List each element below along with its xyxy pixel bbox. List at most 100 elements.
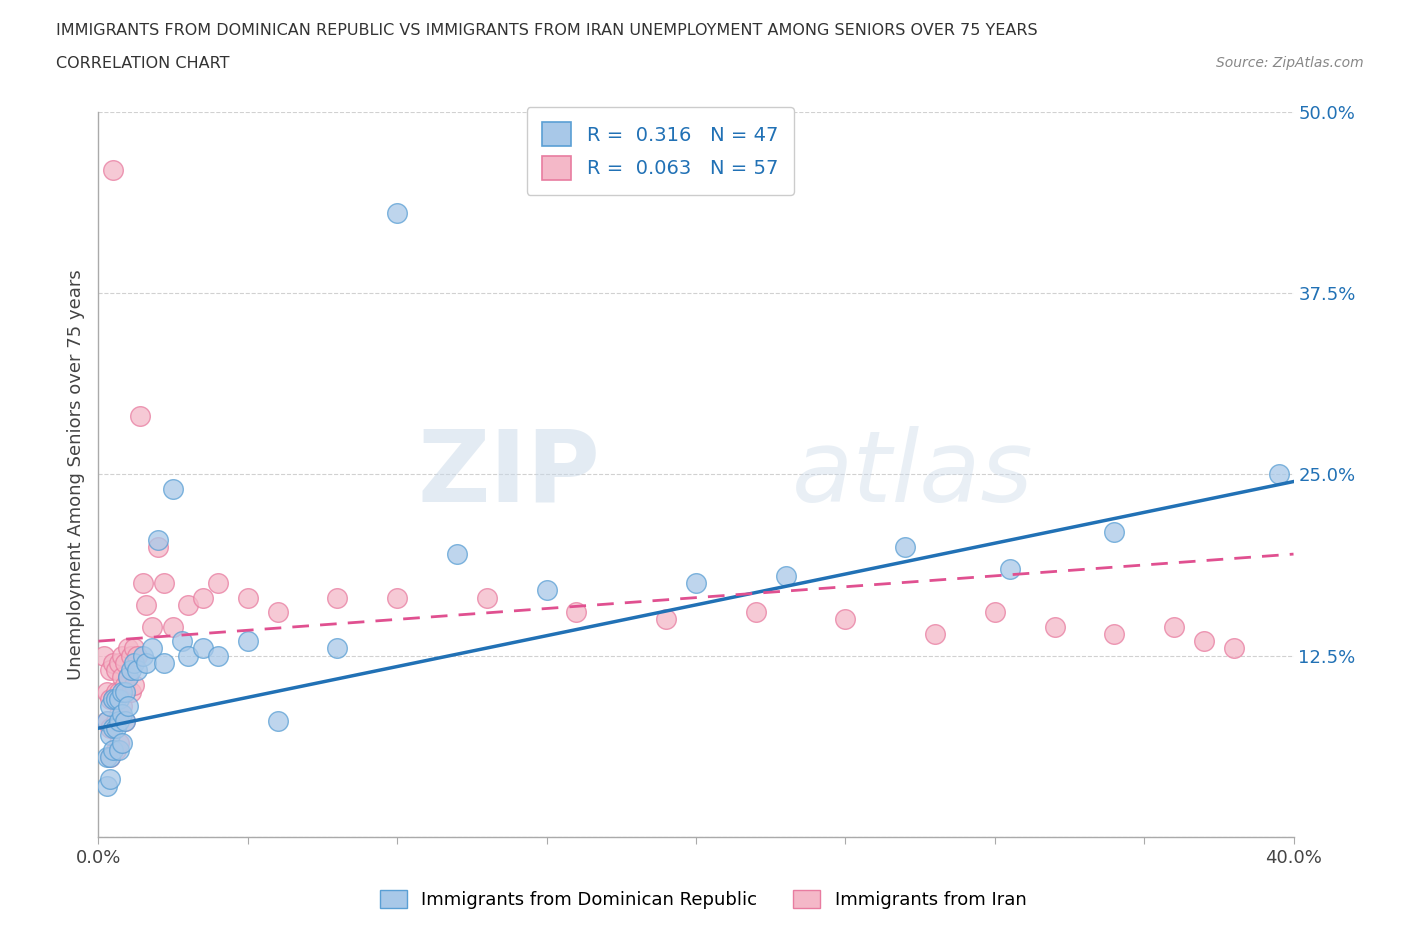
Point <box>1163 619 1185 634</box>
Point <box>162 482 184 497</box>
Point <box>148 539 170 554</box>
Point <box>536 583 558 598</box>
Point <box>120 684 142 699</box>
Point <box>191 641 214 656</box>
Point <box>745 604 768 619</box>
Point <box>105 721 128 736</box>
Point <box>207 576 229 591</box>
Point <box>207 648 229 663</box>
Point <box>236 633 259 648</box>
Point <box>114 684 136 699</box>
Text: Source: ZipAtlas.com: Source: ZipAtlas.com <box>1216 56 1364 70</box>
Point <box>129 409 152 424</box>
Point <box>117 699 139 714</box>
Point <box>655 612 678 627</box>
Point <box>98 692 122 707</box>
Point <box>326 591 349 605</box>
Point <box>103 721 125 736</box>
Point <box>96 713 118 728</box>
Point <box>98 728 122 743</box>
Point <box>103 692 125 707</box>
Point <box>177 597 200 612</box>
Point <box>105 742 128 757</box>
Legend: Immigrants from Dominican Republic, Immigrants from Iran: Immigrants from Dominican Republic, Immi… <box>373 883 1033 916</box>
Point <box>105 692 128 707</box>
Point <box>1223 641 1246 656</box>
Point <box>114 656 136 671</box>
Point <box>385 206 409 220</box>
Point <box>1192 633 1215 648</box>
Point <box>96 713 118 728</box>
Point <box>1104 627 1126 642</box>
Point <box>105 663 128 678</box>
Point <box>385 591 409 605</box>
Point <box>111 684 134 699</box>
Point <box>124 641 146 656</box>
Point <box>98 699 122 714</box>
Point <box>111 736 134 751</box>
Point <box>127 663 149 678</box>
Point <box>132 648 155 663</box>
Point <box>1043 619 1066 634</box>
Point <box>685 576 707 591</box>
Point <box>103 162 125 177</box>
Point <box>93 648 115 663</box>
Point <box>153 656 176 671</box>
Point <box>924 627 946 642</box>
Point <box>103 692 125 707</box>
Point <box>236 591 259 605</box>
Legend: R =  0.316   N = 47, R =  0.063   N = 57: R = 0.316 N = 47, R = 0.063 N = 57 <box>526 107 794 195</box>
Y-axis label: Unemployment Among Seniors over 75 years: Unemployment Among Seniors over 75 years <box>66 269 84 680</box>
Point <box>124 677 146 692</box>
Point <box>108 742 131 757</box>
Point <box>98 663 122 678</box>
Point <box>132 576 155 591</box>
Point <box>998 561 1021 576</box>
Point <box>135 597 157 612</box>
Point <box>135 656 157 671</box>
Point <box>114 713 136 728</box>
Point <box>446 547 468 562</box>
Point <box>326 641 349 656</box>
Point <box>108 656 131 671</box>
Point <box>114 713 136 728</box>
Point <box>96 684 118 699</box>
Point <box>105 713 128 728</box>
Point <box>120 663 142 678</box>
Point <box>98 750 122 764</box>
Point <box>894 539 917 554</box>
Point <box>111 648 134 663</box>
Text: atlas: atlas <box>792 426 1033 523</box>
Point <box>98 772 122 787</box>
Point <box>111 706 134 721</box>
Point <box>111 699 134 714</box>
Point <box>148 532 170 547</box>
Point <box>117 670 139 684</box>
Point <box>565 604 588 619</box>
Point <box>267 604 290 619</box>
Point <box>984 604 1007 619</box>
Point <box>834 612 856 627</box>
Point <box>108 692 131 707</box>
Point <box>267 713 290 728</box>
Point <box>96 750 118 764</box>
Point <box>124 656 146 671</box>
Point <box>117 641 139 656</box>
Point <box>475 591 498 605</box>
Point <box>103 656 125 671</box>
Text: CORRELATION CHART: CORRELATION CHART <box>56 56 229 71</box>
Point <box>172 633 194 648</box>
Point <box>775 568 797 583</box>
Point <box>98 750 122 764</box>
Point <box>108 713 131 728</box>
Point <box>120 648 142 663</box>
Point <box>1104 525 1126 539</box>
Text: IMMIGRANTS FROM DOMINICAN REPUBLIC VS IMMIGRANTS FROM IRAN UNEMPLOYMENT AMONG SE: IMMIGRANTS FROM DOMINICAN REPUBLIC VS IM… <box>56 23 1038 38</box>
Point <box>141 619 163 634</box>
Point <box>114 677 136 692</box>
Text: ZIP: ZIP <box>418 426 600 523</box>
Point <box>141 641 163 656</box>
Point <box>108 684 131 699</box>
Point <box>153 576 176 591</box>
Point <box>98 721 122 736</box>
